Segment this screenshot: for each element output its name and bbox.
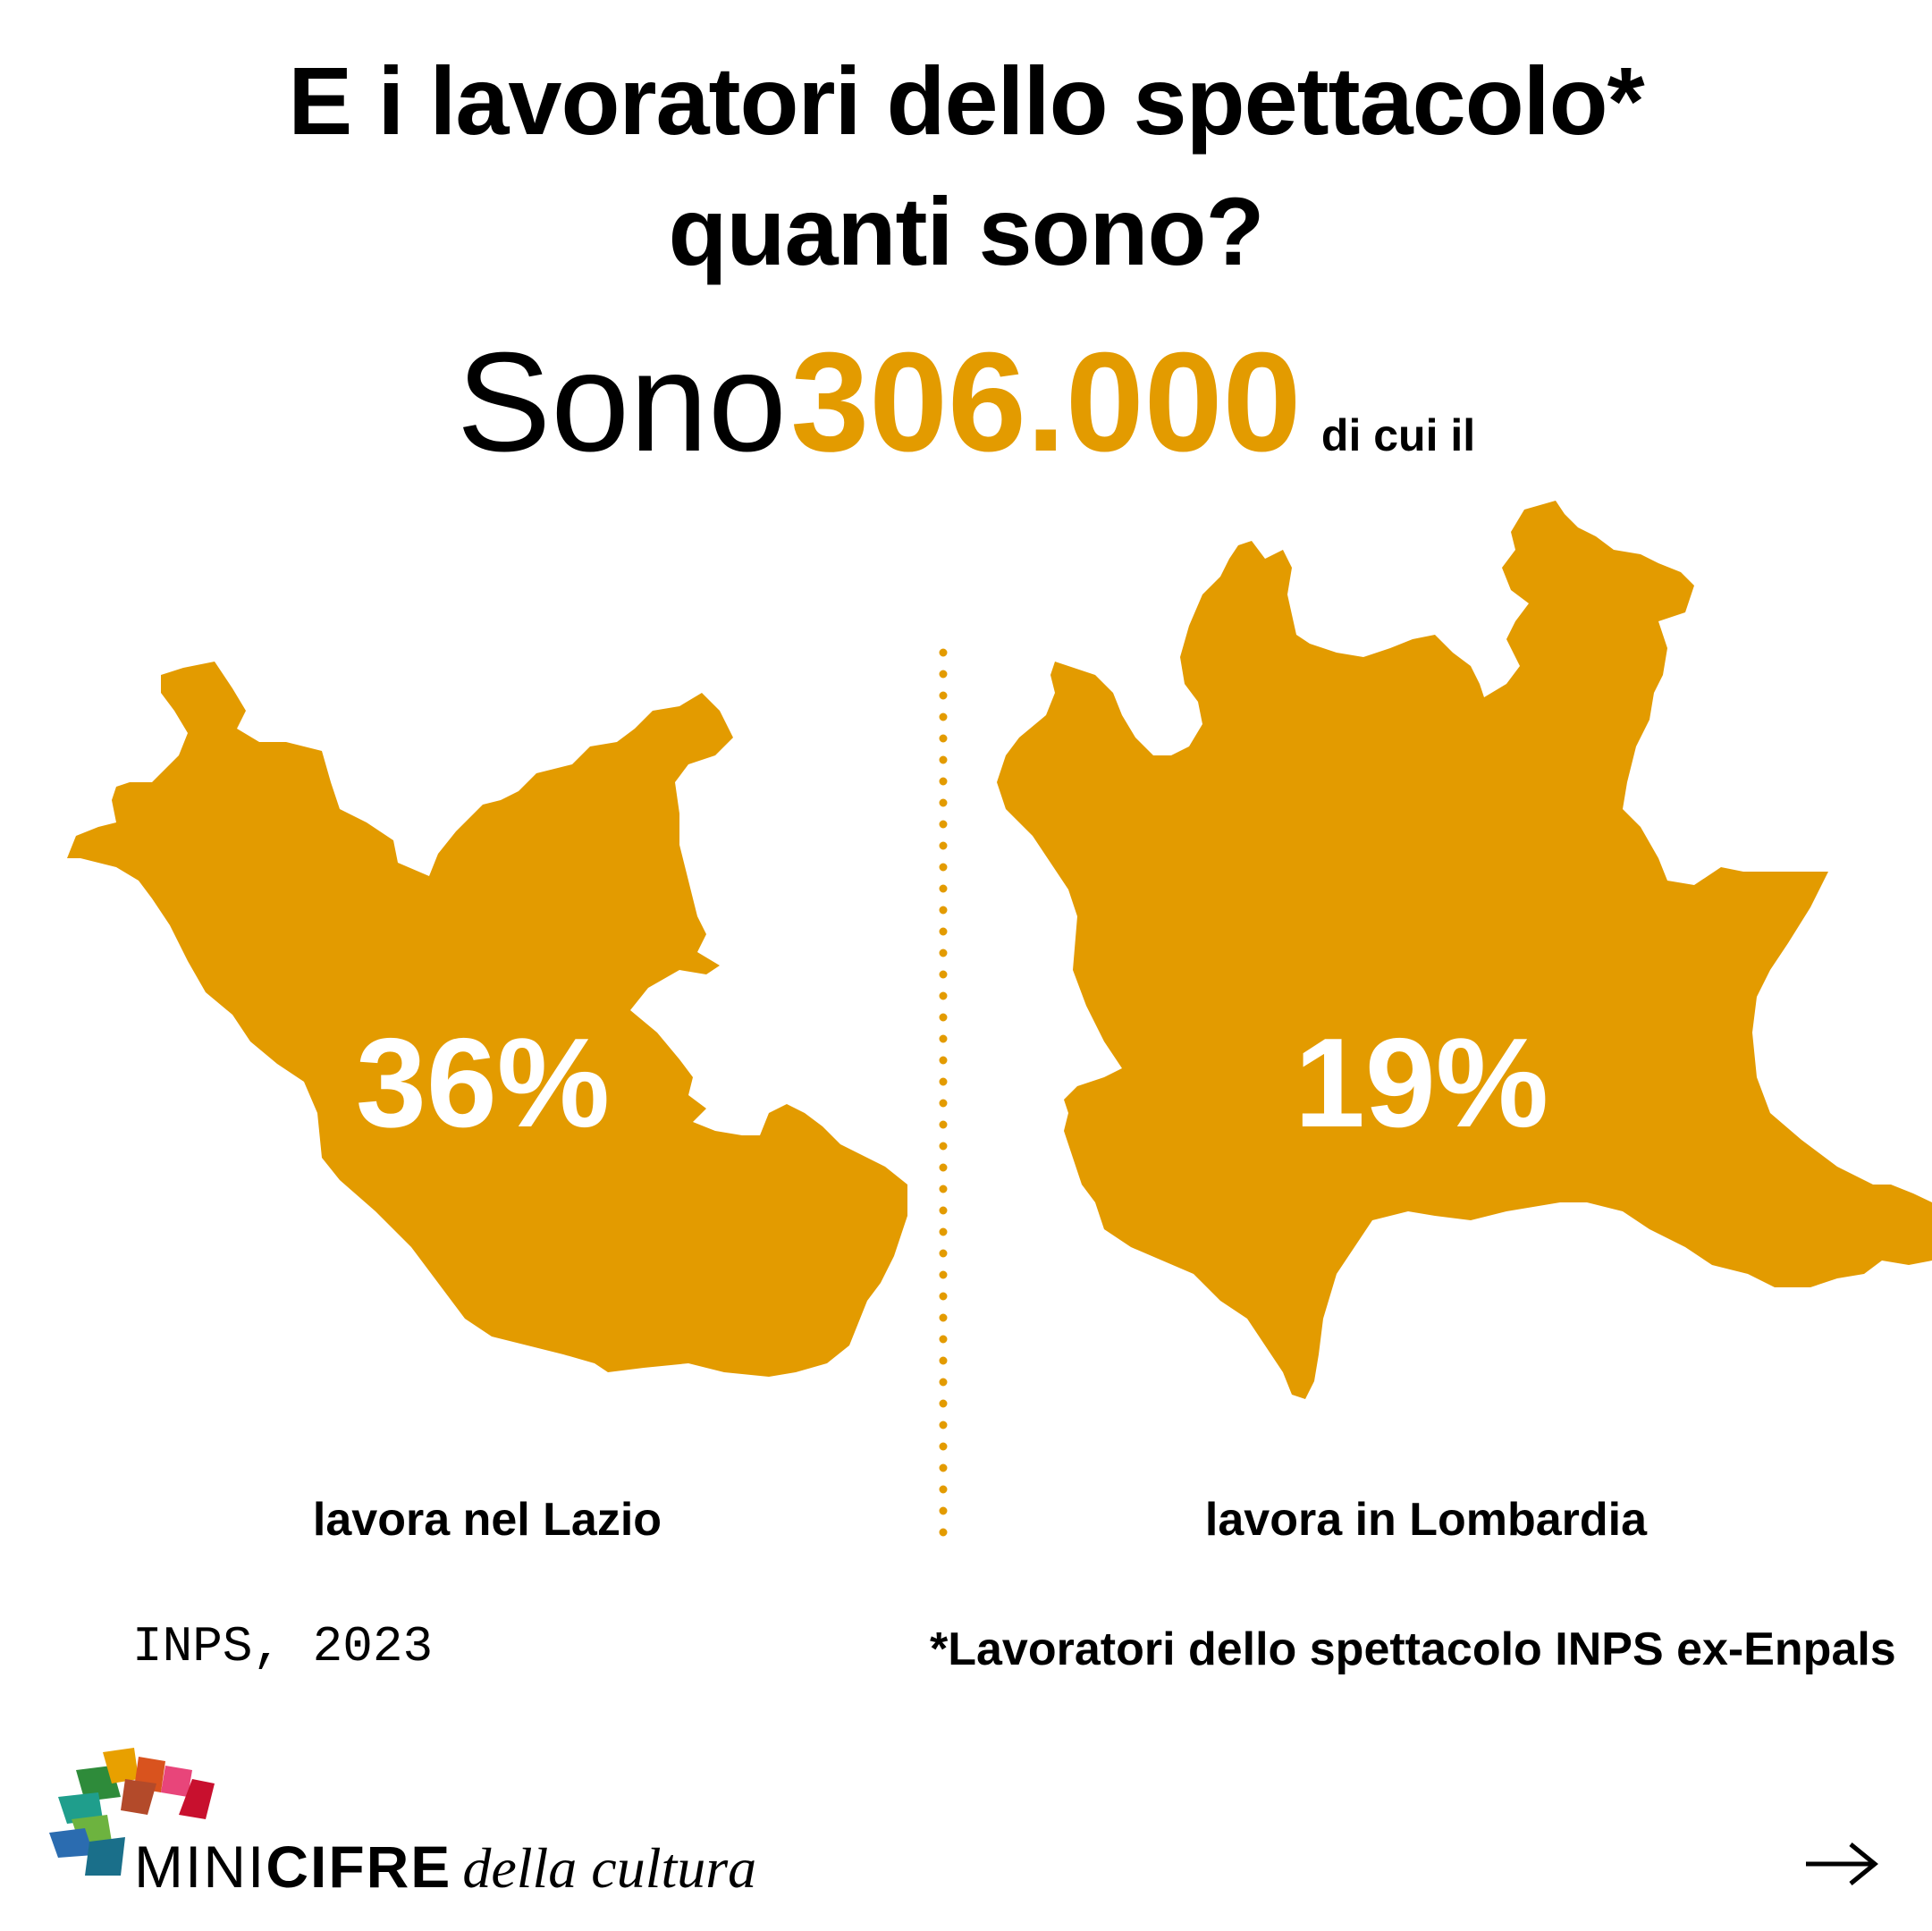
- footnote: *Lavoratori dello spettacolo INPS ex-Enp…: [930, 1623, 1896, 1675]
- logo-cifre: CIFRE: [266, 1834, 452, 1900]
- headline: Sono 306.000 di cui il: [0, 322, 1932, 484]
- lombardia-map: [997, 501, 1932, 1399]
- lombardia-label: lavora in Lombardia: [1204, 1494, 1648, 1546]
- headline-suffix: di cui il: [1320, 410, 1476, 460]
- logo-della-cultura: della cultura: [462, 1836, 757, 1900]
- lazio-map: [67, 662, 907, 1377]
- logo-mini: MINI: [134, 1834, 266, 1900]
- lazio-percent: 36%: [355, 1012, 611, 1154]
- divider: [939, 648, 948, 1551]
- lombardia-shape: [997, 501, 1932, 1399]
- logo-mark-icon: [49, 1748, 215, 1876]
- source-citation: INPS, 2023: [132, 1618, 434, 1675]
- lombardia-percent: 19%: [1294, 1012, 1549, 1154]
- logo-wordmark: MINICIFRE della cultura: [134, 1833, 756, 1901]
- title-line-1: E i lavoratori dello spettacolo*: [288, 46, 1644, 155]
- lazio-label: lavora nel Lazio: [312, 1494, 662, 1546]
- page-title: E i lavoratori dello spettacolo* quanti …: [0, 36, 1932, 297]
- headline-prefix: Sono: [456, 324, 787, 481]
- lazio-shape: [67, 662, 907, 1377]
- arrow-right-icon[interactable]: [1801, 1837, 1882, 1891]
- total-workers: 306.000: [790, 324, 1302, 481]
- title-line-2: quanti sono?: [668, 177, 1265, 285]
